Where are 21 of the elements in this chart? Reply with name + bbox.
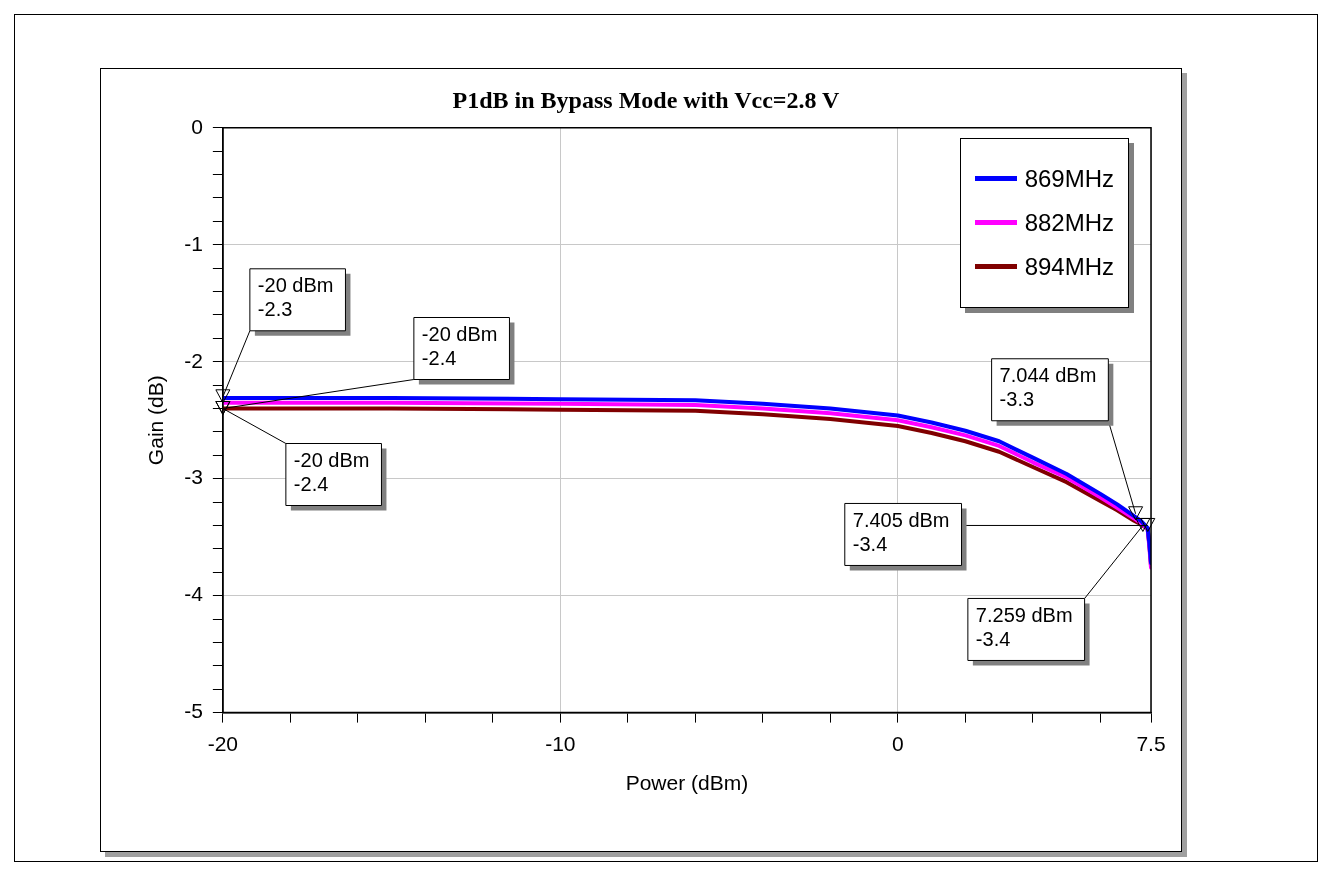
annotation: -20 dBm -2.4 — [421, 323, 498, 370]
x-tick-label: 7.5 — [1136, 732, 1166, 755]
x-tick-label: -10 — [545, 732, 576, 755]
chart-title: P1dB in Bypass Mode with Vcc=2.8 V — [452, 86, 841, 113]
y-tick-label: -5 — [184, 699, 203, 723]
annotation: -20 dBm -2.3 — [257, 274, 334, 321]
y-tick-label: -4 — [184, 582, 204, 606]
x-tick-label: 0 — [892, 732, 904, 755]
y-tick-label: 0 — [191, 114, 203, 138]
annotation: 7.044 dBm -3.3 — [999, 364, 1097, 411]
annotation: 7.259 dBm -3.4 — [975, 603, 1073, 650]
annotation: 7.405 dBm -3.4 — [852, 508, 950, 555]
legend-label: 869MHz — [1024, 164, 1114, 193]
y-tick-label: -2 — [184, 348, 203, 372]
y-tick-label: -1 — [184, 231, 203, 255]
x-tick-label: -20 — [207, 732, 239, 755]
y-axis-title: Gain (dB) — [144, 375, 168, 466]
legend-label: 894MHz — [1024, 252, 1114, 281]
y-tick-label: -3 — [184, 465, 203, 489]
annotation: -20 dBm -2.4 — [293, 449, 370, 496]
legend-label: 882MHz — [1024, 208, 1114, 237]
